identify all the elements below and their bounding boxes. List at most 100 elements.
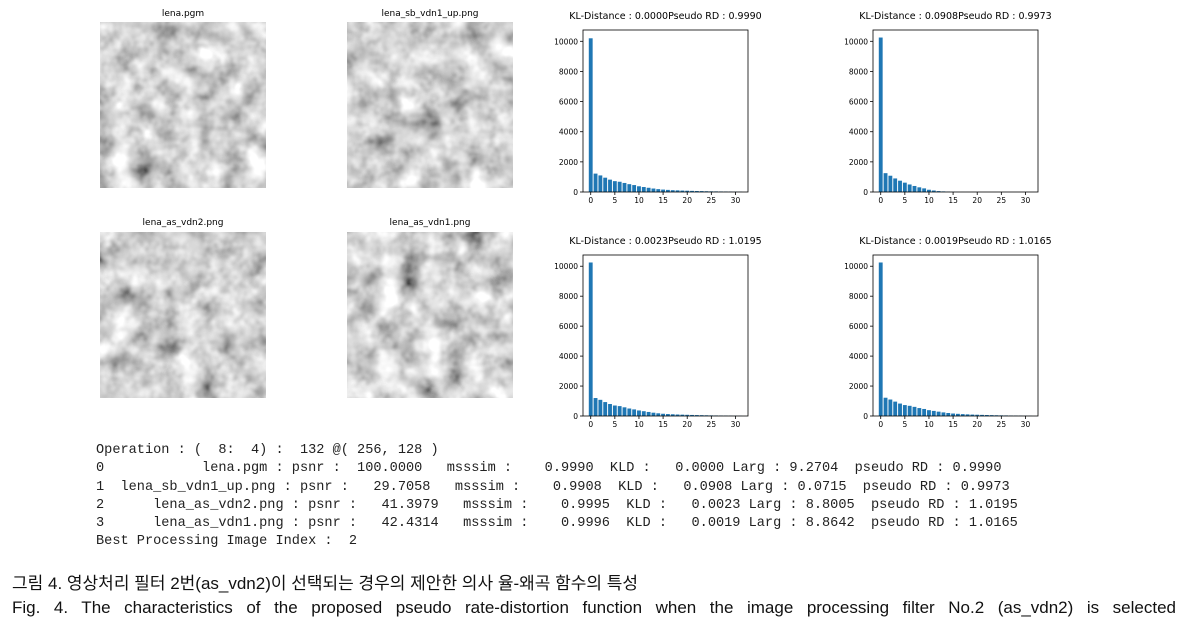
bar <box>955 413 960 416</box>
caption-korean: 그림 4. 영상처리 필터 2번(as_vdn2)이 선택되는 경우의 제안한 … <box>12 574 639 593</box>
y-tick-label: 4000 <box>559 352 578 361</box>
bar <box>907 405 912 416</box>
x-tick-label: 15 <box>658 420 668 429</box>
bar <box>665 189 670 192</box>
x-tick-label: 25 <box>707 196 717 205</box>
chart-title: KL-Distance : 0.0908Pseudo RD : 0.9973 <box>859 11 1051 22</box>
bar <box>690 414 694 416</box>
x-tick-label: 10 <box>924 420 934 429</box>
bar <box>951 413 956 416</box>
bar <box>617 406 622 416</box>
bar <box>598 399 603 416</box>
bar <box>665 414 670 416</box>
bar <box>898 180 902 192</box>
image <box>347 232 513 398</box>
bar <box>907 184 912 192</box>
bar <box>608 179 612 192</box>
y-tick-label: 10000 <box>844 37 868 46</box>
bar <box>685 190 690 192</box>
y-tick-label: 6000 <box>849 322 868 331</box>
console-line: 2 lena_as_vdn2.png : psnr : 41.3979 msss… <box>96 497 1018 513</box>
x-tick-label: 10 <box>634 196 644 205</box>
x-tick-label: 30 <box>731 196 741 205</box>
console-line: Operation : ( 8: 4) : 132 @( 256, 128 ) <box>96 443 439 458</box>
bar <box>936 411 941 416</box>
bar <box>699 191 704 192</box>
x-tick-label: 20 <box>682 196 692 205</box>
bar <box>641 187 646 192</box>
x-tick-label: 20 <box>682 420 692 429</box>
bar <box>989 415 994 416</box>
y-tick-label: 10000 <box>554 262 578 271</box>
y-tick-label: 6000 <box>849 98 868 107</box>
x-tick-label: 5 <box>612 196 617 205</box>
bar <box>661 413 666 416</box>
axes-frame <box>582 29 749 193</box>
bar <box>694 415 699 416</box>
y-tick-label: 4000 <box>559 128 578 137</box>
bar <box>912 406 917 416</box>
bar <box>893 401 898 416</box>
bar <box>690 190 694 192</box>
x-tick-label: 15 <box>658 196 668 205</box>
bar <box>902 182 907 192</box>
y-tick-label: 8000 <box>849 67 868 76</box>
bar <box>656 413 661 416</box>
bar <box>632 185 637 192</box>
bar <box>694 191 699 192</box>
axes-frame <box>872 29 1039 193</box>
y-tick-label: 0 <box>573 412 578 421</box>
x-tick-label: 25 <box>997 196 1007 205</box>
bar <box>670 190 675 192</box>
bar <box>627 408 632 416</box>
x-tick-label: 20 <box>972 196 982 205</box>
bar <box>888 399 893 416</box>
bar <box>927 189 931 192</box>
y-tick-label: 6000 <box>559 98 578 107</box>
console-line: 0 lena.pgm : psnr : 100.0000 msssim : 0.… <box>96 461 1002 477</box>
bar <box>922 408 927 416</box>
bar <box>984 415 989 416</box>
bar <box>970 414 975 416</box>
bar <box>898 403 902 416</box>
bar <box>927 410 931 416</box>
bar <box>675 190 680 192</box>
axes-frame <box>872 254 1039 417</box>
image <box>100 232 266 398</box>
bar <box>902 405 907 416</box>
x-tick-label: 10 <box>634 420 644 429</box>
y-tick-label: 0 <box>863 412 868 421</box>
x-tick-label: 30 <box>731 420 741 429</box>
y-tick-label: 4000 <box>849 128 868 137</box>
bar <box>646 411 651 416</box>
y-tick-label: 8000 <box>849 292 868 301</box>
bar <box>603 177 608 192</box>
bar <box>931 190 936 192</box>
bar <box>883 397 888 416</box>
y-tick-label: 0 <box>573 188 578 197</box>
y-tick-label: 6000 <box>559 322 578 331</box>
console-line: Best Processing Image Index : 2 <box>96 534 358 550</box>
bar <box>685 414 690 416</box>
bar <box>608 404 612 416</box>
bar <box>980 414 984 416</box>
x-tick-label: 5 <box>902 196 907 205</box>
x-tick-label: 0 <box>588 420 593 429</box>
y-tick-label: 10000 <box>554 37 578 46</box>
x-tick-label: 15 <box>948 420 958 429</box>
figure: lena.pgm lena_sb_vdn1_up.png lena_as_vdn… <box>100 9 1052 429</box>
y-tick-label: 8000 <box>559 67 578 76</box>
bar <box>917 187 922 192</box>
bar <box>680 414 685 416</box>
bar <box>878 37 883 193</box>
caption-english: Fig. 4. The characteristics of the propo… <box>12 598 1176 617</box>
bar <box>675 414 680 416</box>
x-tick-label: 25 <box>997 420 1007 429</box>
bar <box>593 173 598 192</box>
image-title: lena_as_vdn1.png <box>390 218 471 228</box>
bar <box>922 188 927 192</box>
y-tick-label: 2000 <box>559 382 578 391</box>
bar <box>883 173 888 192</box>
y-tick-label: 2000 <box>559 158 578 167</box>
